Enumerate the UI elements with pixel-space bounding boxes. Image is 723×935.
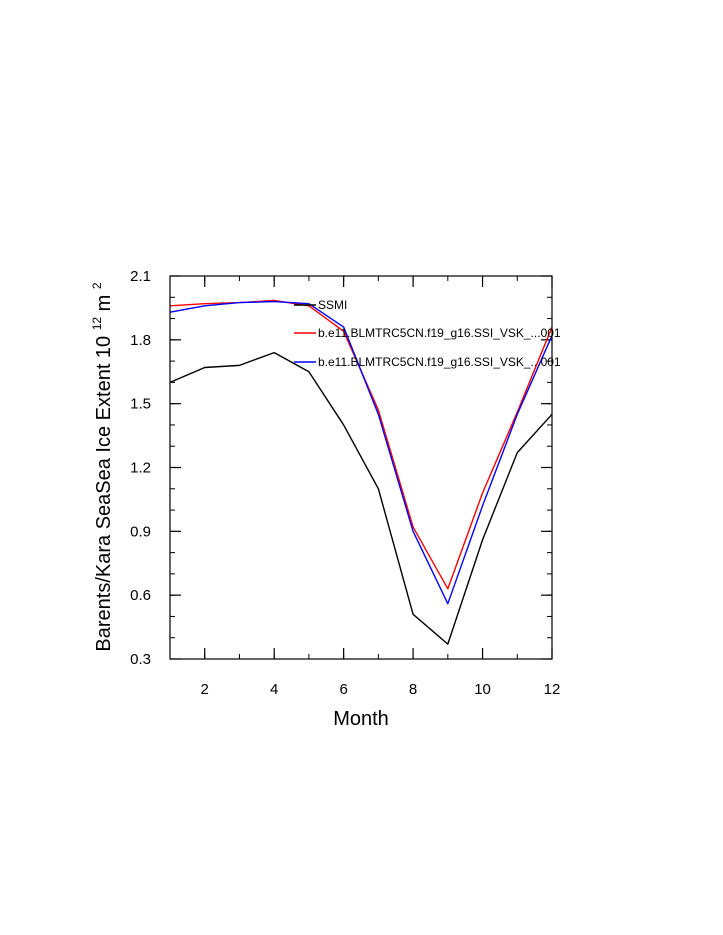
y-tick-label: 0.3 <box>130 651 151 668</box>
x-tick-label: 2 <box>201 681 209 698</box>
y-tick-label: 1.5 <box>130 396 151 413</box>
y-tick-label: 0.9 <box>130 523 151 540</box>
y-axis-title: Barents/Kara SeaSea Ice Extent 10 12 m 2 <box>84 282 115 651</box>
x-axis-title: Month <box>333 708 389 730</box>
x-tick-label: 12 <box>544 681 561 698</box>
y-tick-label: 2.1 <box>130 268 151 285</box>
plot-frame <box>169 275 553 660</box>
y-axis-title-unit-exponent: 2 <box>90 282 104 289</box>
x-tick-label: 4 <box>270 681 278 698</box>
series-line <box>169 300 553 605</box>
x-tick-label: 8 <box>409 681 417 698</box>
series-line <box>169 351 553 645</box>
legend-label: b.e11.BLMTRC5CN.f19_g16.SSI_VSK_...001 <box>318 326 561 340</box>
y-tick-label: 1.2 <box>130 460 151 477</box>
legend-label: b.e11.BLMTRC5CN.f19_g16.SSI_VSK_...001 <box>318 355 561 369</box>
y-tick-label: 1.8 <box>130 332 151 349</box>
series-layer <box>169 299 553 645</box>
series-line <box>169 299 553 590</box>
legend: SSMI b.e11.BLMTRC5CN.f19_g16.SSI_VSK_...0… <box>294 298 561 369</box>
y-axis-title-unit: m <box>93 295 115 312</box>
y-axis-title-main: Barents/Kara SeaSea Ice Extent 10 <box>93 336 115 652</box>
legend-label: SSMI <box>318 298 347 312</box>
x-tick-label: 10 <box>474 681 491 698</box>
y-tick-label: 0.6 <box>130 587 151 604</box>
y-axis-title-exponent: 12 <box>90 317 104 331</box>
x-tick-label: 6 <box>339 681 347 698</box>
tick-labels: 2 4 6 8 10 12 0.3 0.6 0.9 1.2 1.5 1.8 2.1 <box>130 268 560 698</box>
